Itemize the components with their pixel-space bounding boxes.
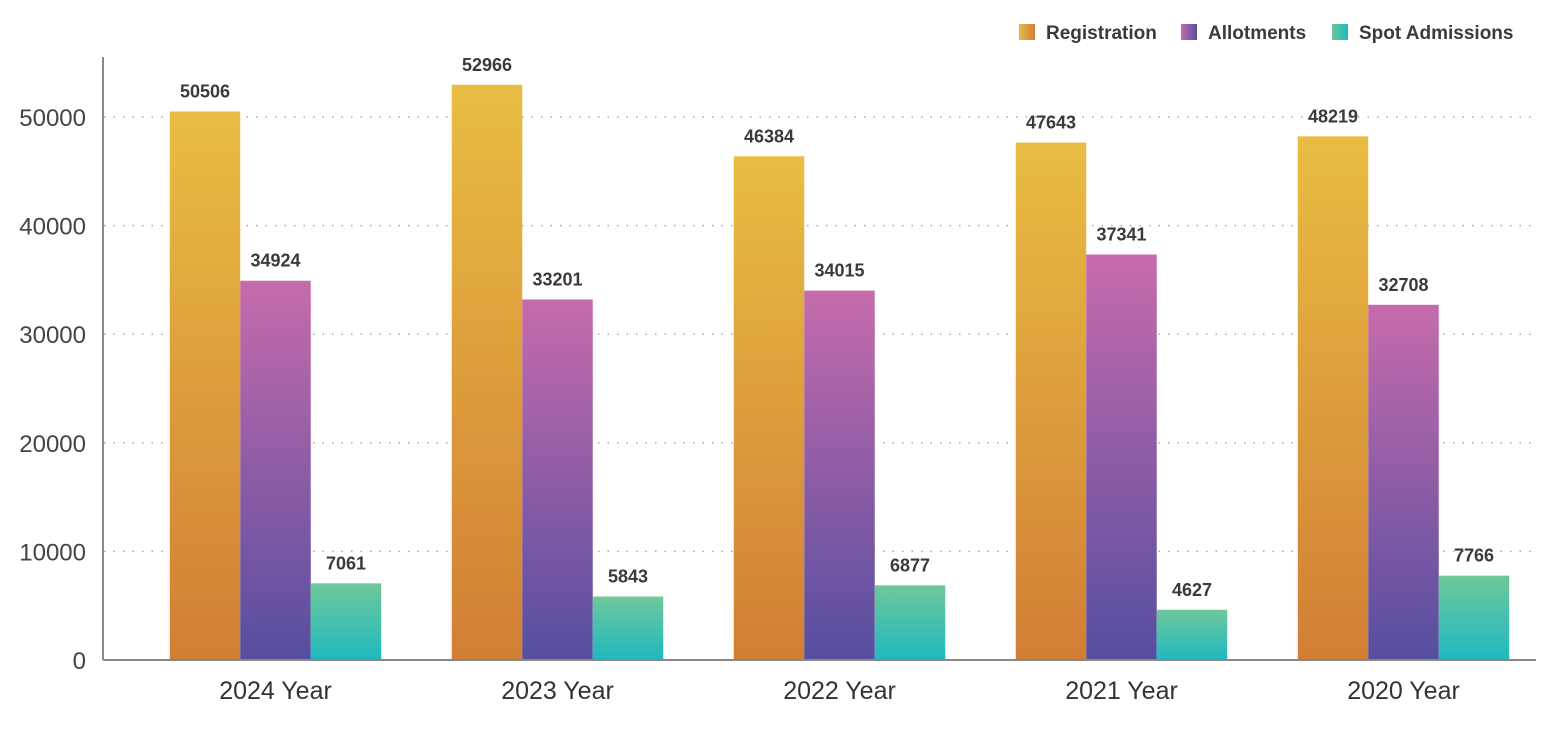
legend: Registration Allotments Spot Admissions [1019, 23, 1513, 44]
bar-registration [1297, 136, 1369, 660]
x-tick-label: 2024 Year [219, 677, 332, 705]
data-label: 47643 [1026, 113, 1076, 133]
data-label: 33201 [532, 269, 582, 289]
bar-spot-admissions [1156, 609, 1228, 660]
bar-registration [451, 84, 523, 660]
y-tick-label: 20000 [19, 431, 86, 458]
x-axis-ticks: 2024 Year 2023 Year 2022 Year 2021 Year 2020… [219, 677, 1460, 705]
data-label: 7061 [326, 553, 366, 573]
bar-allotments [1368, 304, 1439, 660]
data-labels: 50506 34924 7061 52966 33201 5843 46384 34015 68… [180, 55, 1494, 600]
bar-registration [733, 156, 805, 660]
data-label: 48219 [1308, 106, 1358, 126]
data-label: 5843 [608, 567, 648, 587]
x-tick-label: 2022 Year [783, 677, 896, 705]
legend-label: Registration [1046, 23, 1157, 44]
x-tick-label: 2023 Year [501, 677, 614, 705]
bar-spot-admissions [310, 583, 382, 660]
bars [169, 84, 1510, 661]
data-label: 4627 [1172, 580, 1212, 600]
bar-registration [1015, 142, 1087, 660]
data-label: 34924 [250, 251, 300, 271]
y-tick-label: 40000 [19, 214, 86, 241]
legend-swatch [1332, 24, 1348, 40]
x-tick-label: 2020 Year [1347, 677, 1460, 705]
bar-allotments [804, 290, 875, 660]
gridlines [104, 116, 1536, 553]
data-label: 6877 [890, 555, 930, 575]
bar-registration [169, 111, 241, 661]
legend-swatch [1019, 24, 1035, 40]
bar-spot-admissions [874, 585, 946, 660]
data-label: 32708 [1378, 275, 1428, 295]
bar-allotments [240, 280, 311, 660]
bar-allotments [522, 299, 593, 660]
bar-allotments [1086, 254, 1157, 660]
data-label: 7766 [1454, 546, 1494, 566]
legend-label: Spot Admissions [1359, 23, 1513, 44]
y-tick-label: 50000 [19, 105, 86, 132]
data-label: 37341 [1096, 224, 1146, 244]
y-axis-ticks: 0 10000 20000 30000 40000 50000 [19, 105, 86, 675]
bar-spot-admissions [592, 596, 664, 660]
data-label: 34015 [814, 261, 864, 281]
y-tick-label: 0 [73, 648, 86, 675]
data-label: 50506 [180, 82, 230, 102]
y-tick-label: 30000 [19, 322, 86, 349]
data-label: 52966 [462, 55, 512, 75]
data-label: 46384 [744, 126, 794, 146]
legend-label: Allotments [1208, 23, 1306, 44]
bar-spot-admissions [1438, 575, 1510, 660]
x-tick-label: 2021 Year [1065, 677, 1178, 705]
legend-swatch [1181, 24, 1197, 40]
y-tick-label: 10000 [19, 539, 86, 566]
